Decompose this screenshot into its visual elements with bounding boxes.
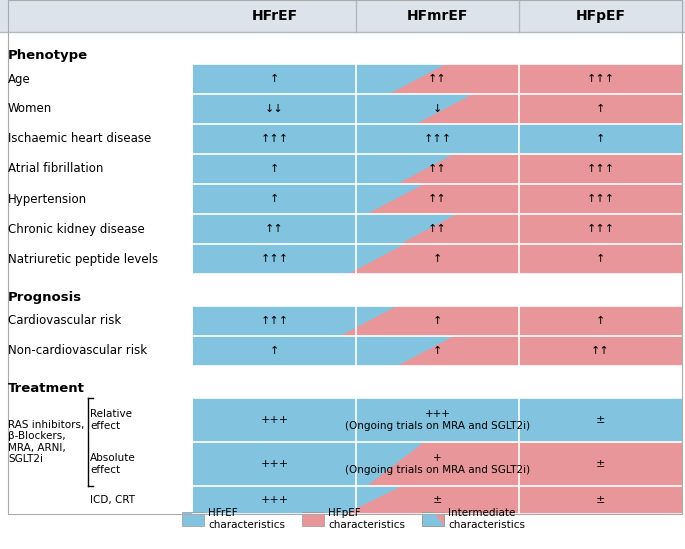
Text: ↑↑: ↑↑: [428, 164, 447, 174]
Bar: [193, 442, 682, 486]
Polygon shape: [397, 336, 682, 366]
Text: ↑↑: ↑↑: [591, 346, 610, 356]
Bar: [193, 154, 682, 184]
Polygon shape: [434, 512, 445, 526]
Text: Phenotype: Phenotype: [8, 48, 88, 61]
Polygon shape: [345, 486, 682, 514]
Text: +++
(Ongoing trials on MRA and SGLT2i): +++ (Ongoing trials on MRA and SGLT2i): [345, 409, 530, 431]
Text: Relative
effect: Relative effect: [90, 409, 132, 431]
Text: ↑: ↑: [270, 164, 279, 174]
Text: ↑↑↑: ↑↑↑: [260, 254, 288, 264]
Text: ↑↑↑: ↑↑↑: [586, 224, 614, 234]
Text: Intermediate
characteristics: Intermediate characteristics: [449, 508, 525, 530]
Text: ↑: ↑: [270, 346, 279, 356]
Text: ±: ±: [433, 495, 443, 505]
Text: ↑↑↑: ↑↑↑: [423, 134, 451, 144]
Polygon shape: [397, 154, 682, 184]
Bar: [193, 124, 682, 154]
Text: Age: Age: [8, 72, 31, 86]
Text: HFrEF: HFrEF: [251, 9, 297, 23]
Text: ↑: ↑: [596, 316, 605, 326]
Bar: [193, 94, 682, 124]
Text: ±: ±: [596, 415, 605, 425]
Text: ↑↑: ↑↑: [265, 224, 284, 234]
Text: Chronic kidney disease: Chronic kidney disease: [8, 222, 145, 236]
Text: ±: ±: [596, 495, 605, 505]
Text: ↑↑: ↑↑: [428, 74, 447, 84]
Polygon shape: [340, 306, 682, 336]
Bar: [0, 0, 685, 32]
Polygon shape: [388, 64, 682, 94]
Text: Non-cardiovascular risk: Non-cardiovascular risk: [8, 345, 147, 357]
Bar: [423, 512, 445, 526]
Text: ↓↓: ↓↓: [265, 104, 284, 114]
Bar: [193, 184, 682, 214]
Text: +++: +++: [260, 415, 288, 425]
Bar: [193, 398, 682, 442]
Text: ↑: ↑: [433, 346, 443, 356]
Text: Women: Women: [8, 103, 52, 115]
Text: Prognosis: Prognosis: [8, 290, 82, 304]
Text: ↑↑: ↑↑: [428, 194, 447, 204]
Text: +++: +++: [260, 495, 288, 505]
Text: +
(Ongoing trials on MRA and SGLT2i): + (Ongoing trials on MRA and SGLT2i): [345, 453, 530, 475]
Text: ↑: ↑: [596, 254, 605, 264]
Bar: [193, 214, 682, 244]
Text: ↑↑↑: ↑↑↑: [586, 164, 614, 174]
Text: ↑: ↑: [270, 194, 279, 204]
Text: ↑↑↑: ↑↑↑: [260, 134, 288, 144]
Bar: [303, 512, 325, 526]
Text: ↑↑↑: ↑↑↑: [586, 74, 614, 84]
Text: Natriuretic peptide levels: Natriuretic peptide levels: [8, 253, 158, 266]
Text: ±: ±: [596, 459, 605, 469]
Text: ↑: ↑: [596, 134, 605, 144]
Text: HFpEF: HFpEF: [575, 9, 625, 23]
Bar: [193, 486, 682, 514]
Text: ↑: ↑: [433, 316, 443, 326]
Text: Hypertension: Hypertension: [8, 193, 87, 205]
Text: Cardiovascular risk: Cardiovascular risk: [8, 315, 121, 328]
Polygon shape: [367, 184, 682, 214]
Bar: [193, 306, 682, 336]
Text: RAS inhibitors,
β-Blockers,
MRA, ARNI,
SGLT2i: RAS inhibitors, β-Blockers, MRA, ARNI, S…: [8, 419, 84, 464]
Text: +++: +++: [260, 459, 288, 469]
Bar: [193, 244, 682, 274]
Bar: [193, 336, 682, 366]
Polygon shape: [367, 442, 682, 486]
Text: HFpEF
characteristics: HFpEF characteristics: [329, 508, 406, 530]
Text: ↑↑↑: ↑↑↑: [586, 194, 614, 204]
Polygon shape: [400, 214, 682, 244]
Text: ↓: ↓: [433, 104, 443, 114]
Text: ↑: ↑: [270, 74, 279, 84]
Bar: [182, 512, 205, 526]
Bar: [423, 512, 445, 526]
Polygon shape: [416, 94, 682, 124]
Text: Atrial fibrillation: Atrial fibrillation: [8, 163, 103, 176]
Bar: [193, 64, 682, 94]
Text: Ischaemic heart disease: Ischaemic heart disease: [8, 132, 151, 145]
Text: ↑↑↑: ↑↑↑: [260, 316, 288, 326]
Text: ↑↑: ↑↑: [428, 224, 447, 234]
Polygon shape: [348, 244, 682, 274]
Text: Treatment: Treatment: [8, 383, 85, 395]
Text: ↑: ↑: [596, 104, 605, 114]
Text: ↑: ↑: [433, 254, 443, 264]
Text: ICD, CRT: ICD, CRT: [90, 495, 135, 505]
Text: HFrEF
characteristics: HFrEF characteristics: [208, 508, 286, 530]
Text: Absolute
effect: Absolute effect: [90, 453, 136, 475]
Text: HFmrEF: HFmrEF: [407, 9, 468, 23]
